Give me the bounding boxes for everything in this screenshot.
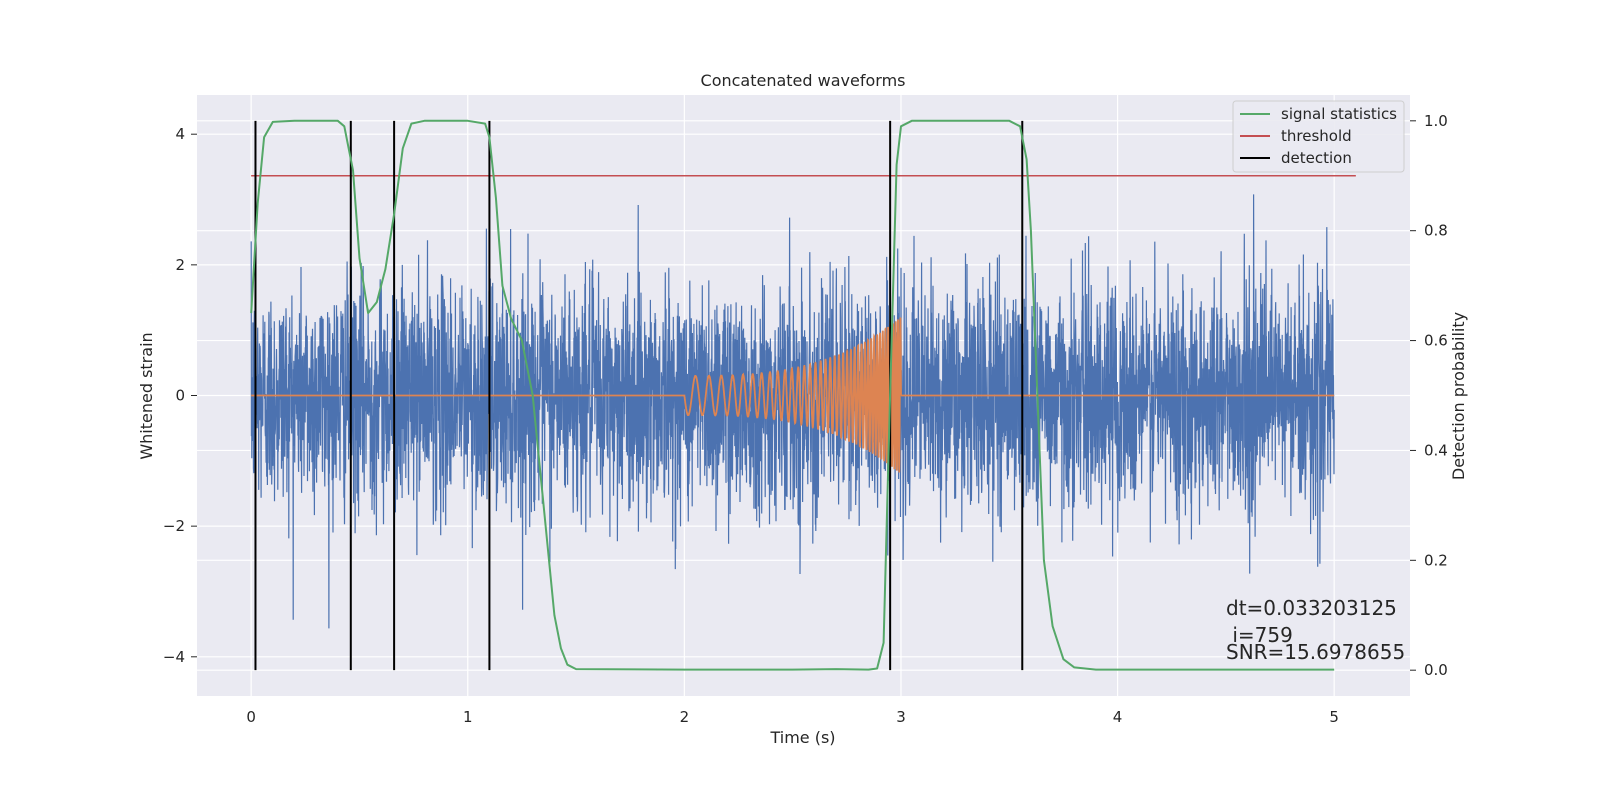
y2-axis-label: Detection probability <box>1449 312 1468 480</box>
series-injected-signal <box>251 317 1335 473</box>
chart-title: Concatenated waveforms <box>701 71 906 90</box>
x-tick-label: 2 <box>680 708 690 726</box>
annotation-snr: SNR=15.6978655 <box>1226 640 1405 664</box>
y2-tick-label: 0.4 <box>1424 441 1448 459</box>
y2-tick-label: 1.0 <box>1424 112 1448 130</box>
plot-marks <box>250 119 1356 671</box>
y2-tick-label: 0.8 <box>1424 222 1448 240</box>
y-tick-label: 4 <box>175 125 185 143</box>
y-tick-label: −4 <box>163 648 185 666</box>
x-tick-label: 5 <box>1329 708 1339 726</box>
y2-tick-label: 0.6 <box>1424 332 1448 350</box>
y2-tick-label: 0.0 <box>1424 661 1448 679</box>
legend-box <box>1232 100 1405 173</box>
x-tick-label: 0 <box>246 708 256 726</box>
x-tick-label: 4 <box>1113 708 1123 726</box>
legend-label-threshold: threshold <box>1281 127 1352 145</box>
y-tick-label: −2 <box>163 517 185 535</box>
legend-label-signal-statistics: signal statistics <box>1281 105 1397 123</box>
series-signal-statistics <box>250 119 1335 671</box>
y-tick-label: 2 <box>175 256 185 274</box>
ticks: 0 1 2 3 4 5 −4 −2 0 2 4 0.0 0.2 0.4 0.6 0.8 1.0 <box>163 112 1448 726</box>
y2-tick-label: 0.2 <box>1424 551 1448 569</box>
annotation-i: i=759 <box>1226 623 1293 647</box>
legend: signal statistics threshold detection <box>1232 100 1405 173</box>
y-axis-label: Whitened strain <box>137 332 156 459</box>
legend-label-detection: detection <box>1281 149 1352 167</box>
x-axis-label: Time (s) <box>769 728 835 747</box>
annotation: dt=0.033203125 i=759 SNR=15.6978655 <box>1226 596 1405 664</box>
y-tick-label: 0 <box>175 387 185 405</box>
x-tick-label: 3 <box>896 708 906 726</box>
x-tick-label: 1 <box>463 708 473 726</box>
annotation-dt: dt=0.033203125 <box>1226 596 1397 620</box>
series-strain <box>250 194 1335 629</box>
